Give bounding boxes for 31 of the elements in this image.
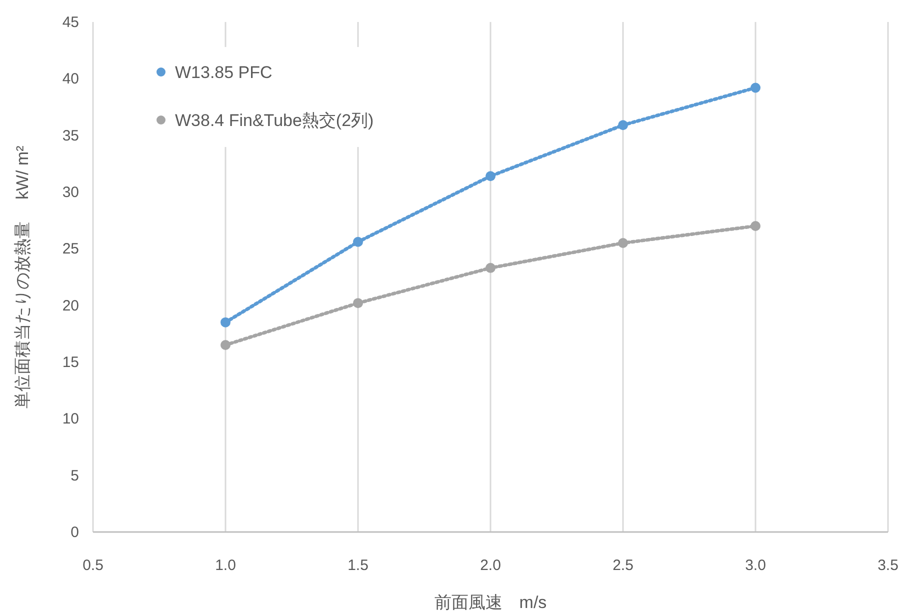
y-axis-title: 単位面積当たりの放熱量 kW/ m² <box>13 145 32 408</box>
x-tick-label: 3.5 <box>878 557 898 574</box>
y-tick-label: 5 <box>70 467 79 484</box>
point <box>486 262 496 273</box>
y-tick-label: 20 <box>62 297 79 314</box>
point <box>353 298 363 308</box>
point <box>486 171 496 182</box>
y-tick-label: 30 <box>62 184 79 201</box>
legend-label: W38.4 Fin&Tube熱交(2列) <box>175 111 374 130</box>
x-tick-label: 1.0 <box>215 557 236 574</box>
y-tick-label: 25 <box>62 240 79 258</box>
x-tick-label: 0.5 <box>82 557 104 574</box>
y-tick-label: 15 <box>62 354 79 371</box>
legend-label: W13.85 PFC <box>175 63 272 82</box>
y-tick-label: 35 <box>62 127 79 144</box>
point <box>618 238 628 248</box>
point <box>353 236 363 247</box>
point <box>618 120 628 130</box>
x-tick-label: 3.0 <box>745 557 766 574</box>
y-tick-label: 10 <box>62 410 79 428</box>
x-axis-title: 前面風速 m/s <box>434 593 547 612</box>
y-tick-label: 45 <box>62 14 79 31</box>
x-tick-label: 2.5 <box>612 557 634 574</box>
y-tick-label: 0 <box>70 524 79 541</box>
point <box>750 82 760 93</box>
x-tick-label: 1.5 <box>348 557 368 574</box>
x-tick-label: 2.0 <box>480 557 501 574</box>
y-tick-label: 40 <box>62 70 79 88</box>
point <box>750 221 760 231</box>
point <box>220 317 230 328</box>
point <box>220 340 230 350</box>
